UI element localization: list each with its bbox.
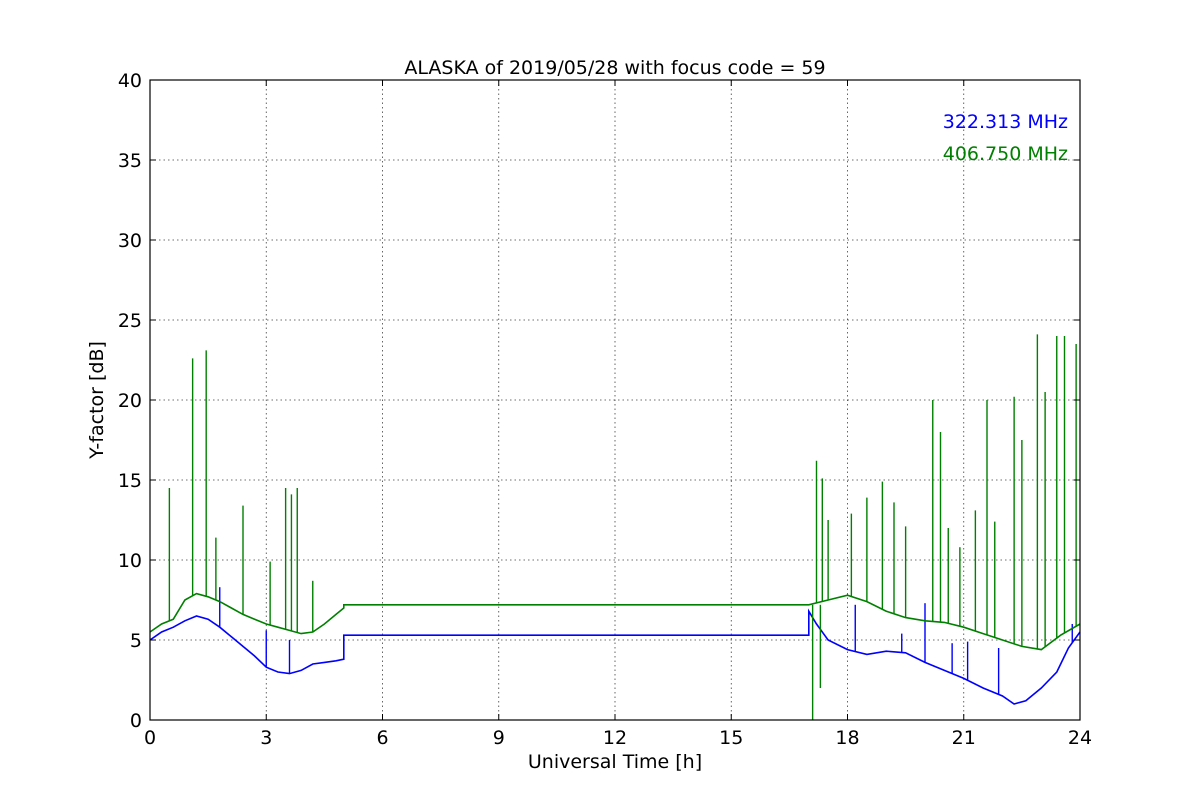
x-tick-label: 6 xyxy=(376,727,388,749)
y-tick-label: 35 xyxy=(118,150,142,172)
y-tick-label: 15 xyxy=(118,470,142,492)
x-axis-label: Universal Time [h] xyxy=(528,751,702,773)
legend-entry: 406.750 MHz xyxy=(943,143,1068,165)
y-tick-label: 10 xyxy=(118,550,142,572)
x-tick-label: 0 xyxy=(144,727,156,749)
x-tick-label: 12 xyxy=(603,727,627,749)
x-tick-label: 24 xyxy=(1068,727,1092,749)
y-axis-label: Y-factor [dB] xyxy=(86,341,108,460)
x-tick-label: 15 xyxy=(719,727,743,749)
x-tick-label: 18 xyxy=(835,727,859,749)
y-tick-label: 20 xyxy=(118,390,142,412)
y-tick-label: 40 xyxy=(118,70,142,92)
series-line xyxy=(149,608,1081,705)
grid-layer xyxy=(149,79,1081,721)
y-tick-label: 5 xyxy=(130,630,142,652)
y-tick-label: 25 xyxy=(118,310,142,332)
legend: 322.313 MHz 406.750 MHz xyxy=(943,111,1068,165)
series-line xyxy=(149,592,1081,651)
tick-layer: 0 3 6 9 12 15 18 21 24 0 5 10 15 20 25 30 35 40 xyxy=(118,70,1092,749)
legend-entry: 322.313 MHz xyxy=(943,111,1068,133)
series-1 xyxy=(149,334,1081,720)
series-0 xyxy=(149,587,1081,705)
x-tick-label: 3 xyxy=(260,727,272,749)
x-tick-label: 9 xyxy=(493,727,505,749)
y-tick-label: 30 xyxy=(118,230,142,252)
series-layer xyxy=(149,334,1081,720)
y-tick-label: 0 xyxy=(130,710,142,732)
chart-title: ALASKA of 2019/05/28 with focus code = 5… xyxy=(404,57,825,79)
x-tick-label: 21 xyxy=(952,727,976,749)
